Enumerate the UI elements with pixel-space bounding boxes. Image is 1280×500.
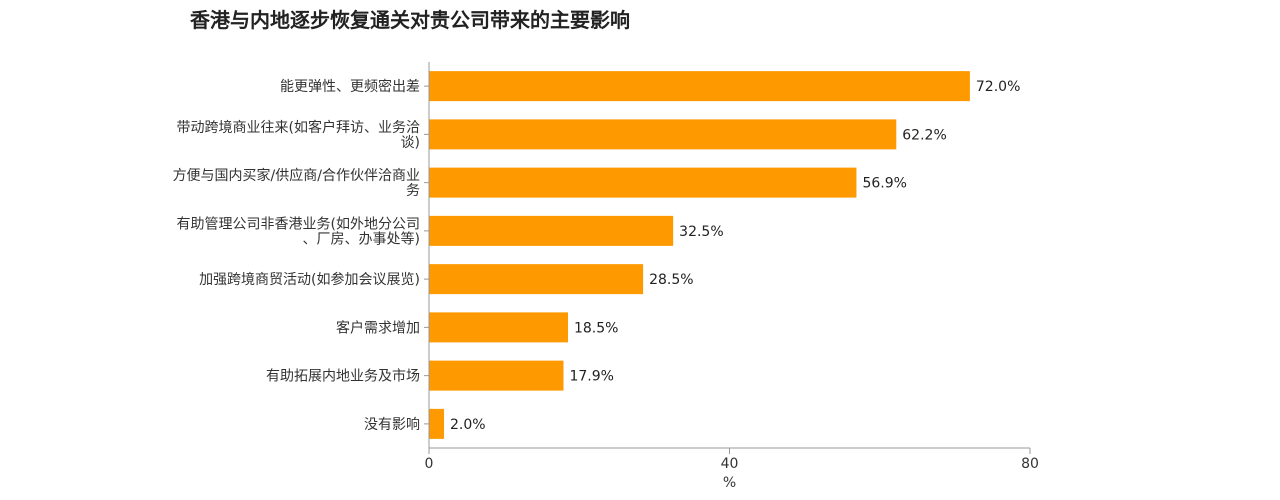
value-label: 18.5% (574, 320, 618, 336)
category-label: 、厂房、办事处等) (303, 230, 420, 247)
value-label: 32.5% (679, 224, 723, 240)
category-label: 加强跨境商贸活动(如参加会议展览) (199, 271, 420, 288)
bar (429, 408, 445, 439)
category-label: 能更弹性、更频密出差 (280, 78, 420, 95)
category-label: 没有影响 (364, 417, 420, 433)
bar (429, 167, 857, 198)
category-label: 方便与国内买家/供应商/合作伙伴洽商业 (173, 167, 420, 184)
value-label: 17.9% (569, 369, 613, 385)
category-label: 务 (406, 183, 420, 199)
value-label: 2.0% (450, 417, 486, 433)
bar (429, 312, 568, 343)
x-axis-title: % (723, 475, 736, 491)
value-label: 62.2% (902, 127, 946, 143)
value-label: 72.0% (976, 79, 1020, 95)
x-tick-label: 80 (1021, 456, 1039, 472)
value-label: 56.9% (862, 176, 906, 192)
category-label: 谈) (401, 135, 420, 151)
bar (429, 360, 564, 391)
bar (429, 264, 644, 295)
bar (429, 71, 970, 102)
bar (429, 119, 897, 150)
chart-title: 香港与内地逐步恢复通关对贵公司带来的主要影响 (190, 8, 630, 32)
category-label: 带动跨境商业往来(如客户拜访、业务洽 (177, 119, 420, 136)
x-tick-label: 0 (425, 456, 434, 472)
category-label: 客户需求增加 (336, 319, 420, 336)
value-label: 28.5% (649, 272, 693, 288)
category-label: 有助拓展内地业务及市场 (266, 368, 420, 385)
category-label: 有助管理公司非香港业务(如外地分公司 (177, 216, 420, 232)
bar (429, 215, 674, 246)
x-tick-label: 40 (721, 456, 739, 472)
